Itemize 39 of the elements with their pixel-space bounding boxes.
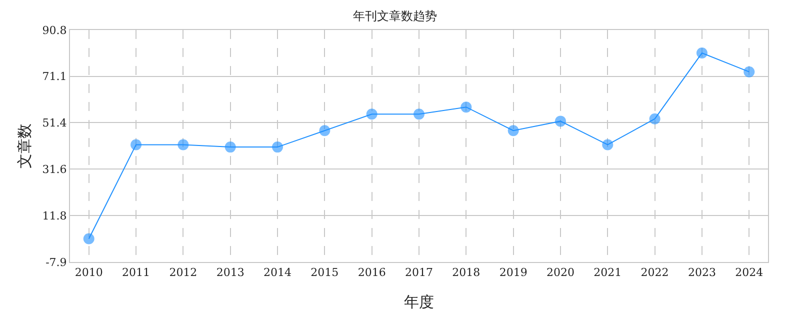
chart-title: 年刊文章数趋势 (353, 8, 437, 23)
point (83, 233, 94, 244)
y-tick-label: -7.9 (46, 256, 67, 269)
point (460, 102, 472, 113)
x-tick-label: 2024 (735, 266, 764, 280)
y-tick-label: 11.8 (42, 210, 67, 223)
point (602, 139, 614, 150)
x-tick-label: 2011 (122, 266, 150, 280)
y-tick-label: 51.4 (42, 116, 67, 130)
point (224, 142, 236, 153)
y-tick-label: 90.8 (42, 24, 67, 37)
x-tick-label: 2020 (546, 266, 574, 280)
point (272, 142, 284, 153)
y-tick-label: 71.1 (42, 70, 67, 84)
point (508, 125, 519, 136)
x-tick-label: 2021 (594, 266, 622, 280)
point (744, 66, 755, 78)
point (130, 139, 142, 150)
x-tick-label: 2018 (452, 266, 480, 280)
point (414, 108, 424, 120)
x-tick-label: 2019 (499, 266, 528, 280)
point (178, 139, 189, 150)
x-tick-label: 2013 (216, 266, 244, 280)
x-tick-label: 2023 (688, 266, 716, 280)
y-tick-label: 31.6 (42, 163, 67, 176)
point (649, 113, 660, 124)
x-tick-label: 2015 (310, 266, 339, 280)
point (319, 125, 330, 136)
point (696, 48, 708, 59)
point (366, 108, 378, 120)
x-tick-label: 2010 (74, 266, 103, 280)
x-axis-title: 年度 (404, 293, 434, 312)
x-tick-label: 2014 (264, 266, 292, 280)
y-axis-title: 文章数 (16, 124, 34, 168)
x-tick-label: 2016 (358, 266, 386, 280)
point (554, 116, 566, 127)
x-tick-label: 2022 (640, 266, 669, 280)
x-tick-label: 2012 (169, 266, 198, 280)
x-tick-label: 2017 (405, 266, 433, 280)
